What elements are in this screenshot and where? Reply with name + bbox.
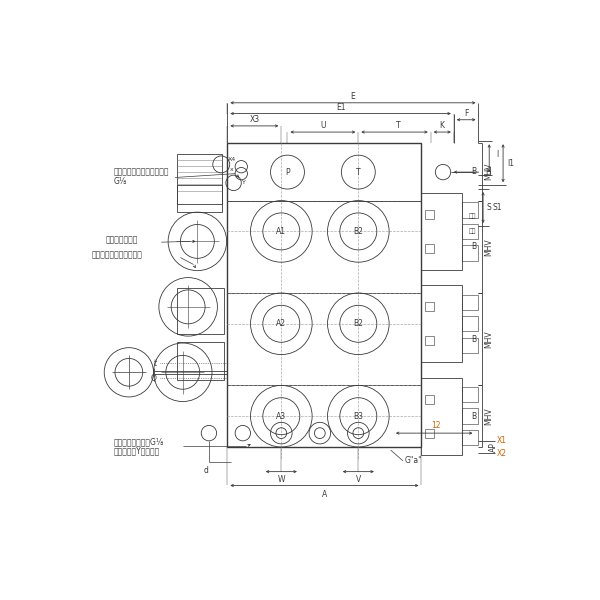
Text: W: W <box>278 475 285 484</box>
Bar <box>461 316 478 331</box>
Bar <box>178 154 222 205</box>
Text: A3: A3 <box>276 412 286 421</box>
Text: B2: B2 <box>353 319 363 328</box>
Text: G⅛: G⅛ <box>113 177 127 186</box>
Text: パイロットポートG⅛: パイロットポートG⅛ <box>113 437 164 446</box>
Bar <box>425 395 434 404</box>
Text: K: K <box>440 121 445 130</box>
Text: P: P <box>285 167 290 176</box>
Text: X1: X1 <box>497 436 506 445</box>
Text: MHV: MHV <box>485 331 494 348</box>
Text: E: E <box>350 92 355 101</box>
Bar <box>421 377 461 455</box>
Text: U: U <box>320 121 326 130</box>
Text: Q: Q <box>151 374 157 383</box>
Text: X4: X4 <box>228 157 236 162</box>
Text: A1: A1 <box>277 227 286 236</box>
Text: Y: Y <box>242 181 246 185</box>
Text: 最高圧力制限用止めねじ: 最高圧力制限用止めねじ <box>92 251 143 260</box>
Bar <box>421 285 461 362</box>
Text: S: S <box>487 203 491 212</box>
Text: B: B <box>471 167 476 176</box>
Text: H: H <box>485 167 491 176</box>
Bar <box>461 430 478 445</box>
Text: T: T <box>396 121 401 130</box>
Text: V: V <box>356 475 361 484</box>
Text: （裏面）（Yポート）: （裏面）（Yポート） <box>113 446 160 455</box>
Bar <box>461 224 478 239</box>
Text: AP: AP <box>490 442 499 452</box>
Text: MHV: MHV <box>485 407 494 425</box>
Bar <box>425 210 434 219</box>
Text: A: A <box>322 490 327 499</box>
Text: X2: X2 <box>497 449 506 458</box>
Bar <box>425 428 434 438</box>
Text: B: B <box>471 242 476 251</box>
Text: X3: X3 <box>250 115 259 124</box>
Bar <box>461 338 478 353</box>
Text: MHV: MHV <box>485 238 494 256</box>
Text: B3: B3 <box>353 412 364 421</box>
Text: d: d <box>203 466 208 475</box>
Bar <box>178 185 222 212</box>
Bar <box>461 202 478 218</box>
Bar <box>461 409 478 424</box>
Bar <box>227 143 421 200</box>
Text: x: x <box>230 167 234 172</box>
Bar <box>421 193 461 270</box>
Text: I1: I1 <box>507 159 514 168</box>
Text: B: B <box>471 412 476 421</box>
Bar <box>461 387 478 403</box>
Bar <box>227 143 421 447</box>
Text: A2: A2 <box>277 319 286 328</box>
Text: T: T <box>356 167 361 176</box>
Text: MUV: MUV <box>485 163 494 181</box>
Text: E1: E1 <box>336 103 346 112</box>
Bar <box>425 302 434 311</box>
Bar <box>425 336 434 346</box>
Text: B: B <box>471 335 476 344</box>
Text: ねじ式圧力調整: ねじ式圧力調整 <box>106 235 138 244</box>
Text: 振分: 振分 <box>469 229 476 234</box>
Bar <box>178 287 224 334</box>
Bar <box>425 244 434 253</box>
Bar <box>461 295 478 310</box>
Text: S1: S1 <box>492 203 502 212</box>
Text: F: F <box>464 109 469 118</box>
Bar <box>461 245 478 260</box>
Text: 12: 12 <box>431 421 440 430</box>
Text: B2: B2 <box>353 227 363 236</box>
Text: I: I <box>496 150 498 159</box>
Text: 振分: 振分 <box>469 213 476 219</box>
Text: t: t <box>154 359 157 368</box>
Text: G"a": G"a" <box>404 457 422 466</box>
Bar <box>178 341 224 380</box>
Text: パイロットポート（上面）: パイロットポート（上面） <box>113 167 169 176</box>
